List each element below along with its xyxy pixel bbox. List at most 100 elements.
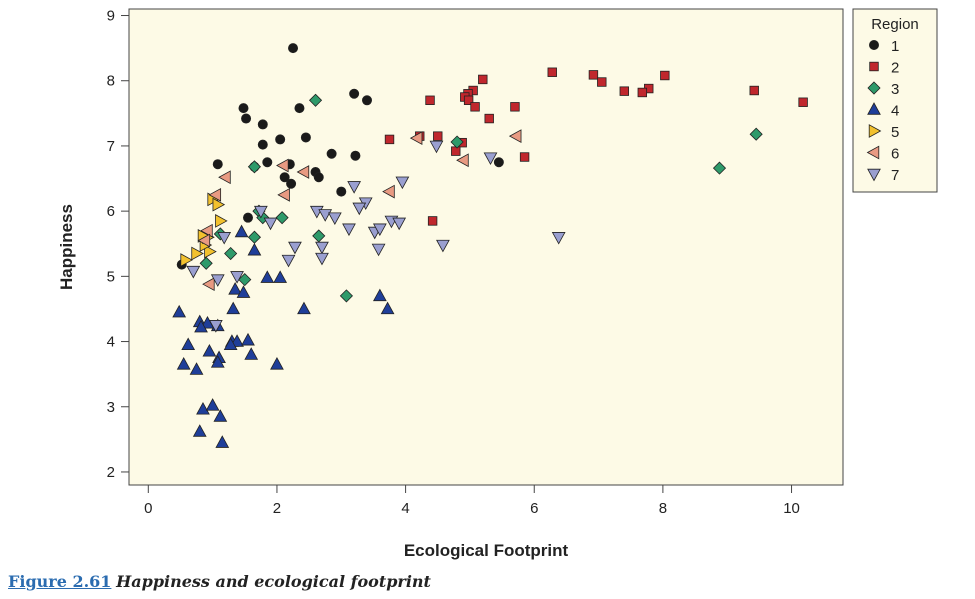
data-point-region-7: [210, 274, 225, 287]
data-point-region-1: [275, 134, 286, 145]
data-point-region-2: [597, 77, 607, 87]
data-point-region-7: [551, 232, 566, 245]
figure-caption-text: Happiness and ecological footprint: [116, 572, 431, 591]
data-point-region-4: [189, 362, 204, 375]
data-point-region-4: [380, 301, 395, 315]
data-point-region-4: [244, 347, 259, 360]
data-point-region-4: [270, 357, 284, 370]
data-point-region-4: [247, 242, 262, 256]
data-point-region-1: [361, 95, 372, 106]
series-region-6: [197, 129, 522, 292]
data-point-region-1: [238, 103, 249, 114]
data-point-region-2: [425, 95, 435, 105]
data-point-region-1: [336, 186, 347, 197]
data-point-region-3: [275, 211, 289, 225]
y-tick-label: 7: [107, 138, 115, 155]
data-point-region-7: [263, 217, 278, 231]
data-point-region-7: [395, 176, 410, 190]
data-points: [172, 43, 808, 448]
data-point-region-3: [199, 256, 213, 270]
data-point-region-1: [493, 157, 504, 168]
y-tick-label: 5: [107, 268, 115, 285]
figure-caption: Figure 2.61 Happiness and ecological foo…: [8, 572, 431, 592]
data-point-region-7: [318, 209, 333, 222]
data-point-region-7: [327, 212, 342, 225]
legend-items: 1 2 3 4 5 6 7: [866, 38, 899, 184]
data-point-region-2: [484, 113, 494, 124]
data-point-region-2: [519, 152, 530, 162]
data-point-region-1: [242, 212, 253, 223]
data-point-region-7: [429, 140, 444, 154]
data-point-region-2: [463, 95, 474, 105]
legend-marker-region-5: [868, 124, 882, 138]
data-point-region-4: [213, 409, 228, 422]
x-tick-label: 4: [401, 500, 409, 517]
data-point-region-3: [308, 93, 323, 107]
data-point-region-2: [451, 146, 461, 156]
data-point-region-1: [262, 157, 273, 168]
legend-label-region-6: 6: [891, 146, 899, 163]
data-point-region-4: [230, 334, 244, 347]
data-point-region-7: [230, 271, 244, 284]
data-point-region-3: [224, 246, 238, 261]
data-point-region-7: [342, 223, 356, 237]
data-point-region-1: [350, 150, 361, 161]
data-point-region-2: [619, 86, 629, 96]
data-point-region-4: [226, 301, 241, 315]
data-point-region-1: [257, 139, 268, 150]
data-point-region-7: [352, 202, 367, 216]
data-point-region-4: [181, 337, 196, 351]
y-tick-label: 4: [107, 334, 115, 351]
y-axis-title: Happiness: [57, 204, 76, 290]
data-point-region-7: [217, 232, 232, 245]
data-point-region-5: [191, 246, 204, 261]
figure-label[interactable]: Figure 2.61: [8, 572, 112, 591]
legend: Region 1 2 3 4 5 6 7: [852, 8, 938, 193]
data-point-region-1: [313, 172, 324, 183]
data-point-region-3: [749, 127, 763, 141]
data-point-region-5: [204, 244, 217, 259]
data-point-region-4: [176, 357, 191, 370]
data-point-region-1: [286, 178, 297, 189]
data-point-region-4: [372, 288, 387, 302]
data-point-region-4: [236, 285, 251, 298]
data-point-region-2: [384, 134, 395, 145]
data-point-region-1: [326, 148, 337, 159]
x-tick-label: 8: [659, 500, 667, 517]
legend-marker-region-2: [869, 61, 879, 72]
y-axis: 2 3 4 5 6 7 8 9: [107, 8, 129, 481]
legend-box: [852, 8, 938, 193]
y-tick-label: 3: [107, 399, 115, 416]
data-point-region-4: [202, 343, 217, 357]
scatter-chart: 2 3 4 5 6 7 8 9 0 2 4 6 8 10 Ecological Footprint Ha…: [57, 8, 938, 560]
data-point-region-6: [200, 223, 213, 238]
data-point-region-7: [315, 241, 329, 255]
data-point-region-4: [260, 270, 275, 283]
data-point-region-7: [288, 241, 302, 255]
data-point-region-7: [253, 205, 268, 219]
data-point-region-6: [197, 233, 211, 248]
data-point-region-7: [392, 217, 407, 231]
data-point-region-7: [208, 320, 223, 333]
legend-marker-region-7: [867, 168, 881, 182]
data-point-region-2: [427, 216, 438, 226]
data-point-region-4: [223, 337, 238, 351]
series-region-4: [172, 224, 395, 448]
data-point-region-7: [186, 265, 201, 279]
series-region-2: [384, 67, 808, 226]
data-point-region-6: [276, 158, 289, 173]
legend-title: Region: [871, 16, 919, 33]
data-point-region-6: [382, 184, 395, 199]
data-point-region-5: [212, 197, 226, 212]
y-tick-label: 2: [107, 464, 115, 481]
legend-label-region-2: 2: [891, 60, 899, 77]
data-point-region-7: [371, 243, 386, 257]
data-point-region-6: [508, 129, 522, 144]
data-point-region-6: [202, 277, 215, 292]
data-point-region-7: [372, 223, 387, 237]
legend-marker-region-6: [866, 145, 880, 160]
data-point-region-2: [749, 85, 759, 96]
data-point-region-4: [192, 424, 207, 437]
data-point-region-7: [347, 181, 362, 194]
data-point-region-4: [215, 435, 230, 448]
